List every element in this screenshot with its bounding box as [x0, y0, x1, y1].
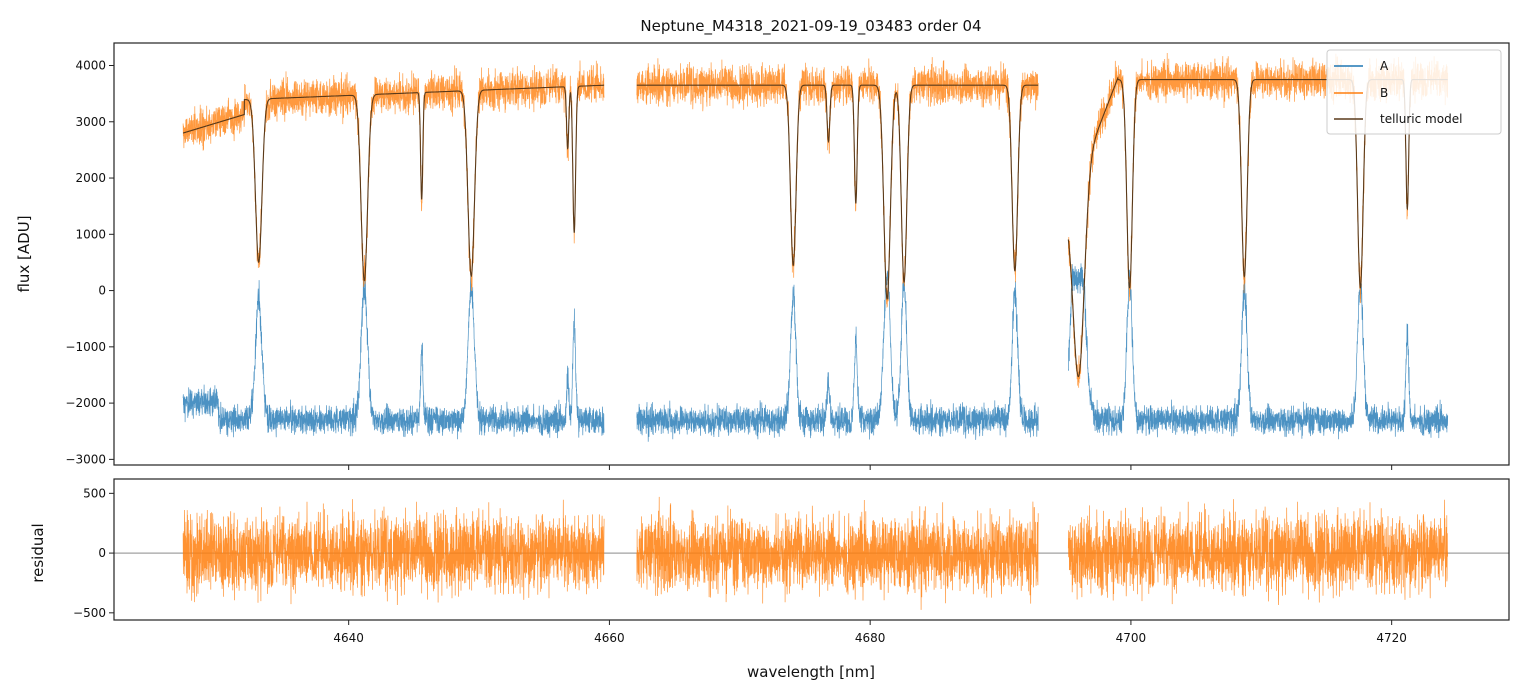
flux-y-tick-label: 1000 — [75, 227, 106, 241]
residual-line — [1067, 499, 1449, 606]
flux-ylabel: flux [ADU] — [15, 215, 33, 292]
residual-x-tick-label: 4720 — [1376, 631, 1407, 645]
residual-panel: −500 0 500 4640 4660 4680 4700 4720 residual w… — [29, 478, 1510, 681]
flux-y-tick-label: −2000 — [65, 396, 106, 410]
legend-box — [1326, 49, 1502, 135]
residual-y-tick-label: 500 — [83, 486, 106, 500]
chart-title: Neptune_M4318_2021-09-19_03483 order 04 — [640, 17, 981, 36]
legend-label-telluric: telluric model — [1380, 112, 1462, 126]
flux-y-tick-label: 3000 — [75, 115, 106, 129]
series-a-line — [182, 270, 605, 440]
flux-y-tick-label: 4000 — [75, 59, 106, 73]
residual-line — [182, 499, 605, 606]
flux-y-tick-label: 0 — [98, 284, 106, 298]
flux-axes-frame — [113, 42, 1510, 466]
residual-y-tick-label: −500 — [73, 606, 106, 620]
telluric-model-line — [182, 84, 605, 282]
residual-x-tick-label: 4680 — [855, 631, 886, 645]
residual-line — [636, 496, 1039, 610]
flux-panel: −3000 −2000 −1000 0 1000 2000 3000 4000 flux [A… — [15, 42, 1510, 470]
residual-x-tick-label: 4700 — [1116, 631, 1147, 645]
flux-y-tick-label: −3000 — [65, 452, 106, 466]
flux-y-tick-label: −1000 — [65, 340, 106, 354]
residual-xlabel: wavelength [nm] — [747, 663, 875, 681]
residual-axes-frame — [113, 478, 1510, 621]
residual-x-tick-label: 4660 — [594, 631, 625, 645]
series-a-line — [1067, 263, 1449, 440]
telluric-model-line — [636, 84, 1039, 300]
residual-y-tick-label: 0 — [98, 546, 106, 560]
residual-ylabel: residual — [29, 523, 47, 582]
flux-y-ticks: −3000 −2000 −1000 0 1000 2000 3000 4000 — [65, 59, 114, 466]
legend-label-a: A — [1380, 59, 1389, 73]
flux-x-ticks — [348, 465, 1393, 470]
series-b-line — [636, 57, 1039, 308]
legend-label-b: B — [1380, 86, 1388, 100]
residual-series-group — [114, 496, 1509, 610]
legend: A B telluric model — [1326, 49, 1502, 135]
flux-y-tick-label: 2000 — [75, 171, 106, 185]
residual-x-tick-label: 4640 — [333, 631, 364, 645]
residual-x-ticks: 4640 4660 4680 4700 4720 — [333, 620, 1407, 645]
series-a-line — [636, 270, 1039, 442]
residual-y-ticks: −500 0 500 — [73, 486, 114, 620]
